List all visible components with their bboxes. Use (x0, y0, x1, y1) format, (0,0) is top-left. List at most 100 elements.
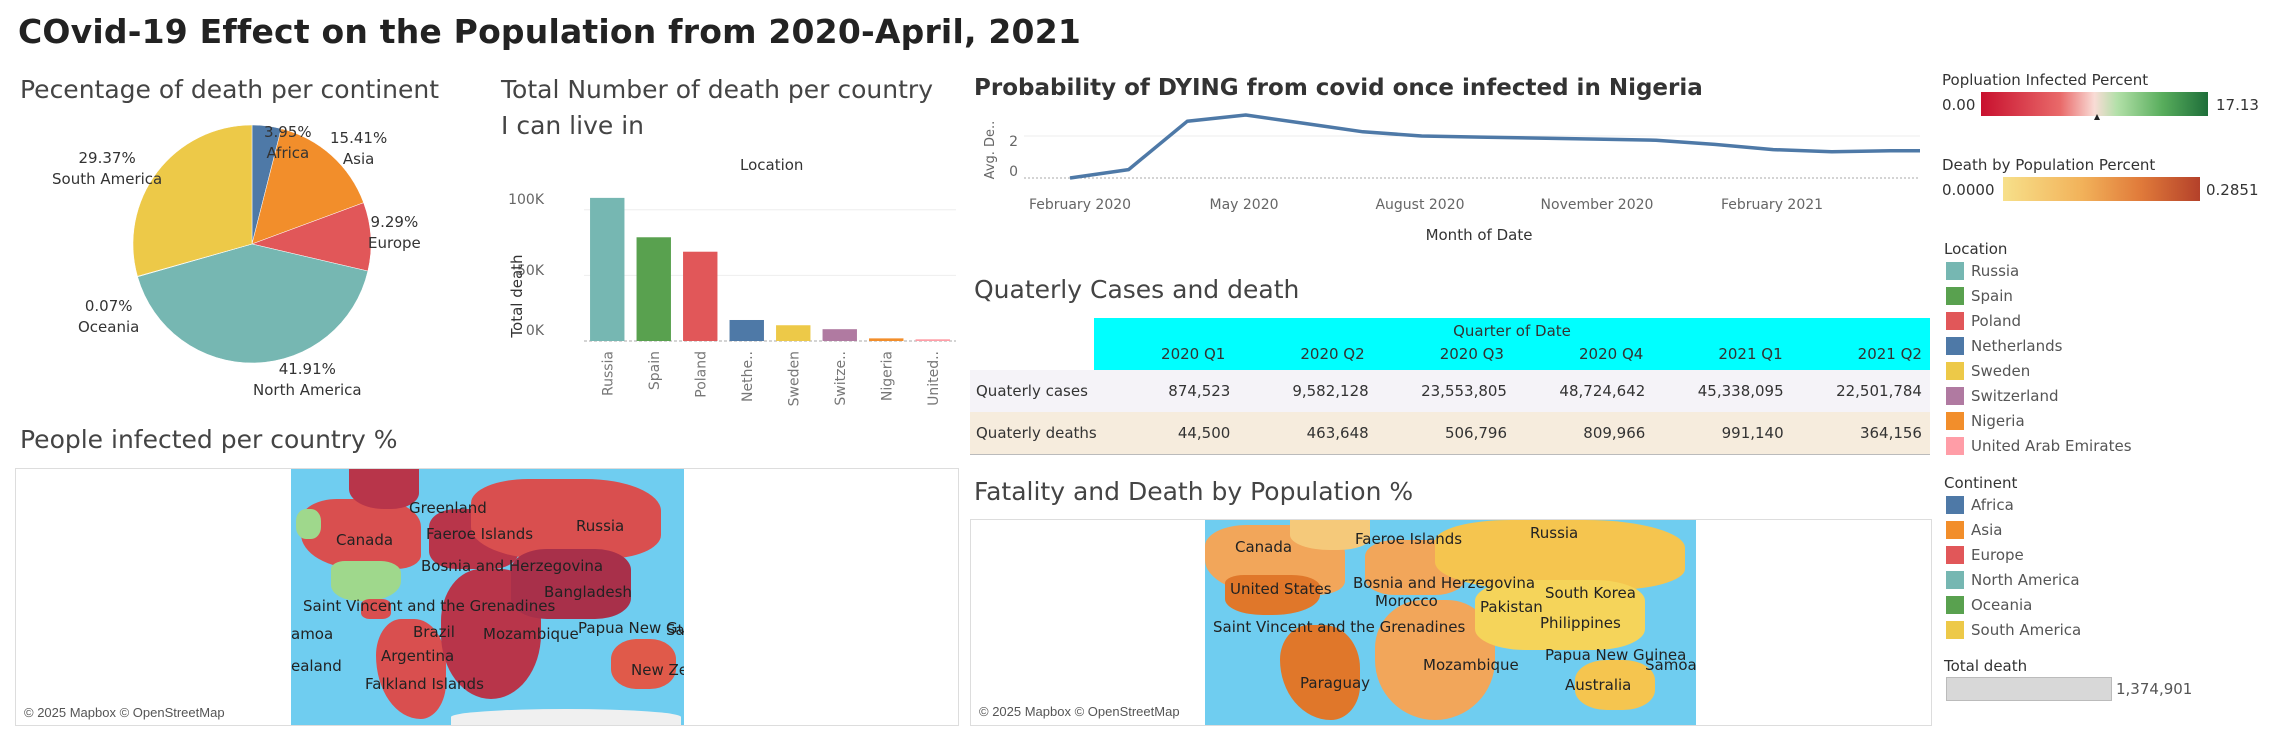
legend-swatch (1946, 336, 1964, 355)
bar-chart: 100K 50K 0K Total death Russia Spain Polan… (508, 192, 956, 406)
line-xtick-aug2020: August 2020 (1375, 197, 1464, 213)
table-row: Quaterly cases 874,523 9,582,128 23,553,… (970, 370, 1930, 412)
map1-label: ealand (291, 657, 342, 675)
pie-chart (132, 124, 372, 364)
legend-swatch (1946, 411, 1964, 430)
map2-label: Pakistan (1480, 598, 1543, 616)
bar-category-label: United.. (926, 351, 942, 406)
legend-item[interactable]: Nigeria (1946, 408, 2132, 433)
pie-label-oceania: 0.07% Oceania (78, 297, 140, 336)
map1-panel[interactable]: Greenland Canada Faeroe Islands Russia B… (15, 468, 959, 726)
map2-label: Paraguay (1300, 674, 1371, 692)
legend-swatch (1946, 620, 1964, 639)
map2-credit[interactable]: © 2025 Mapbox © OpenStreetMap (979, 704, 1180, 719)
death-legend-max: 0.2851 (2206, 181, 2259, 199)
map2-label: Morocco (1375, 592, 1438, 610)
legend-swatch (1946, 386, 1964, 405)
bar-russia[interactable] (590, 197, 625, 341)
total-death-bar (1946, 677, 2112, 701)
map2-label: United States (1230, 580, 1332, 598)
infected-legend-marker (2094, 114, 2100, 120)
infected-legend-max: 17.13 (2216, 96, 2259, 114)
legend-item[interactable]: Netherlands (1946, 333, 2132, 358)
legend-item[interactable]: Spain (1946, 283, 2132, 308)
bar-category-label: Switze.. (833, 351, 849, 406)
col-2021-q2: 2021 Q2 (1857, 345, 1922, 363)
map2-label: Canada (1235, 538, 1293, 556)
bar-category-label: Sweden (786, 351, 802, 406)
table-cell: 874,523 (1168, 382, 1231, 400)
bar-united[interactable] (915, 339, 950, 341)
map2-canvas[interactable]: Faeroe Islands Russia Canada United Stat… (1205, 520, 1696, 725)
legend-item[interactable]: Sweden (1946, 358, 2132, 383)
bar-poland[interactable] (683, 251, 718, 341)
legend-item[interactable]: South America (1946, 617, 2081, 642)
legend-item[interactable]: Europe (1946, 542, 2081, 567)
col-2020-q3: 2020 Q3 (1439, 345, 1504, 363)
map2-land-usa (1225, 575, 1320, 615)
table-cell: 506,796 (1444, 424, 1507, 442)
bar-switze[interactable] (822, 329, 857, 341)
legend-swatch (1946, 495, 1964, 514)
line-series-nigeria[interactable] (1069, 113, 1920, 180)
table-title: Quaterly Cases and death (974, 275, 1300, 304)
map1-land-russia (471, 479, 661, 559)
pie-slice-asia[interactable] (251, 128, 364, 245)
bar-sweden[interactable] (776, 325, 811, 341)
bar-category-label: Nethe.. (740, 351, 756, 402)
legend-swatch (1946, 286, 1964, 305)
legend-swatch (1946, 361, 1964, 380)
table-cell: 22,501,784 (1836, 382, 1922, 400)
pie-slice-north-america[interactable] (137, 243, 369, 364)
legend-swatch (1946, 311, 1964, 330)
table-cell: 48,724,642 (1559, 382, 1646, 400)
row-label-cases: Quaterly cases (976, 382, 1088, 400)
line-ytick-2: 2 (1009, 134, 1018, 150)
map1-label: Russia (576, 517, 625, 535)
legend-item[interactable]: North America (1946, 567, 2081, 592)
table-row: Quaterly deaths 44,500 463,648 506,796 8… (970, 412, 1930, 455)
legend-item[interactable]: Africa (1946, 492, 2081, 517)
line-xtick-feb2021: February 2021 (1721, 197, 1823, 213)
legend-item[interactable]: Oceania (1946, 592, 2081, 617)
map2-label: Australia (1565, 676, 1632, 694)
table-cell: 45,338,095 (1697, 382, 1784, 400)
legend-item[interactable]: Poland (1946, 308, 2132, 333)
map2-panel[interactable]: Faeroe Islands Russia Canada United Stat… (970, 519, 1932, 726)
map2-label: Mozambique (1423, 656, 1519, 674)
map1-label: Greenland (409, 499, 487, 517)
map2-land-south-america (1280, 625, 1360, 720)
map1-canvas[interactable]: Greenland Canada Faeroe Islands Russia B… (291, 469, 684, 725)
infected-legend-gradient (1981, 92, 2208, 116)
map1-credit[interactable]: © 2025 Mapbox © OpenStreetMap (24, 705, 225, 720)
map1-land-antarctica (451, 709, 681, 725)
pie-label-asia: 15.41% Asia (330, 129, 388, 168)
bar-category-label: Russia (600, 351, 616, 396)
legend-item[interactable]: United Arab Emirates (1946, 433, 2132, 458)
map1-label: New Ze (631, 661, 684, 679)
bar-nigeria[interactable] (869, 338, 904, 341)
map1-land-canada (301, 499, 421, 569)
legend-item[interactable]: Asia (1946, 517, 2081, 542)
bar-nethe[interactable] (729, 319, 764, 341)
map2-label: Papua New Guinea (1545, 646, 1687, 664)
line-series (1069, 113, 1920, 180)
pie-slices (132, 124, 372, 364)
map2-land-greenland (1290, 520, 1370, 550)
pie-slice-south-america[interactable] (132, 124, 253, 277)
legend-item[interactable]: Switzerland (1946, 383, 2132, 408)
map1-label: Argentina (381, 647, 455, 665)
total-death-value: 1,374,901 (2116, 680, 2193, 698)
map1-label: Bangladesh (544, 583, 632, 601)
bar-ytick-50k: 50K (517, 263, 545, 279)
map1-land-alaska (296, 509, 321, 539)
legend-item[interactable]: Russia (1946, 258, 2132, 283)
bar-spain[interactable] (636, 237, 671, 341)
pie-label-south-america: 29.37% South America (52, 149, 163, 188)
death-legend-gradient (2003, 177, 2200, 201)
map2-title: Fatality and Death by Population % (974, 477, 1414, 506)
bars: Russia Spain Poland Nethe.. Sweden Switze.. Ni… (590, 197, 950, 406)
table-cell: 991,140 (1721, 424, 1784, 442)
map1-land-central-america (361, 599, 391, 619)
table-cell: 9,582,128 (1292, 382, 1369, 400)
